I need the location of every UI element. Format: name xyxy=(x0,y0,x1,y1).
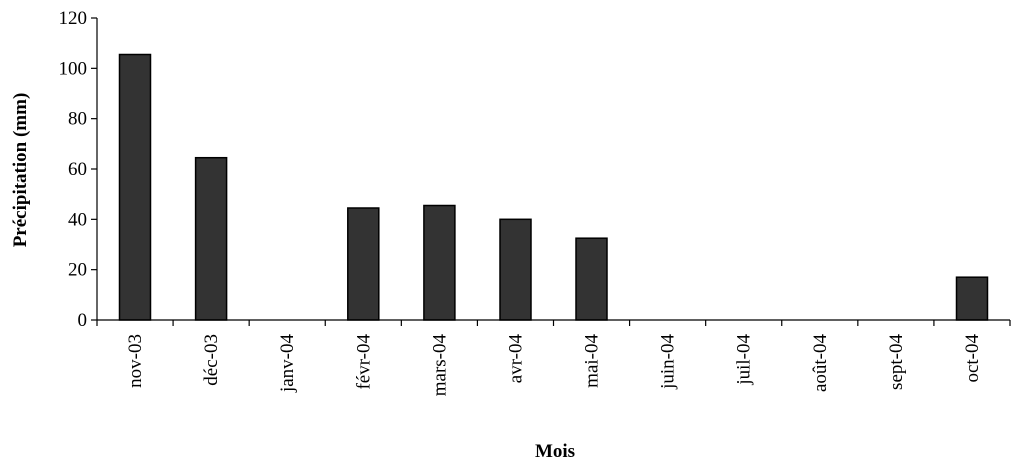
x-axis-title: Mois xyxy=(535,441,575,462)
x-tick-label-mai-04: mai-04 xyxy=(582,334,603,388)
bar-févr-04 xyxy=(347,207,380,321)
x-tick-label-mars-04: mars-04 xyxy=(429,334,450,397)
y-tick-label: 80 xyxy=(68,109,87,130)
x-tick-label-sept-04: sept-04 xyxy=(886,334,907,390)
x-tick-label-juin-04: juin-04 xyxy=(658,334,679,390)
bar-oct-04 xyxy=(955,276,989,321)
x-tick-label-oct-04: oct-04 xyxy=(962,334,983,383)
bar-mars-04 xyxy=(423,204,456,321)
bar-déc-03 xyxy=(194,156,228,321)
y-tick-label: 60 xyxy=(68,159,87,180)
y-axis: 0 20 40 60 80 100 120 xyxy=(59,8,98,331)
x-tick-label-nov-03: nov-03 xyxy=(125,334,146,388)
bars-group xyxy=(118,53,989,321)
bar-mai-04 xyxy=(575,237,608,321)
y-tick-label: 20 xyxy=(68,260,87,281)
bar-nov-03 xyxy=(118,53,152,321)
x-tick-label-déc-03: déc-03 xyxy=(201,334,222,386)
x-axis: nov-03 déc-03 janv-04 févr-04 mars-04 avr-04 m… xyxy=(96,319,1011,397)
x-tick-label-avr-04: avr-04 xyxy=(505,334,526,384)
bar-avr-04 xyxy=(499,218,532,321)
y-tick-label: 120 xyxy=(59,8,88,29)
x-tick-label-févr-04: févr-04 xyxy=(353,334,374,390)
x-tick-label-août-04: août-04 xyxy=(810,334,831,393)
x-tick-label-janv-04: janv-04 xyxy=(277,334,298,394)
y-tick-label: 100 xyxy=(59,58,88,79)
y-tick-label: 40 xyxy=(68,209,87,230)
y-tick-label: 0 xyxy=(78,310,88,331)
x-tick-label-juil-04: juil-04 xyxy=(734,334,755,386)
y-axis-title: Précipitation (mm) xyxy=(10,93,31,248)
